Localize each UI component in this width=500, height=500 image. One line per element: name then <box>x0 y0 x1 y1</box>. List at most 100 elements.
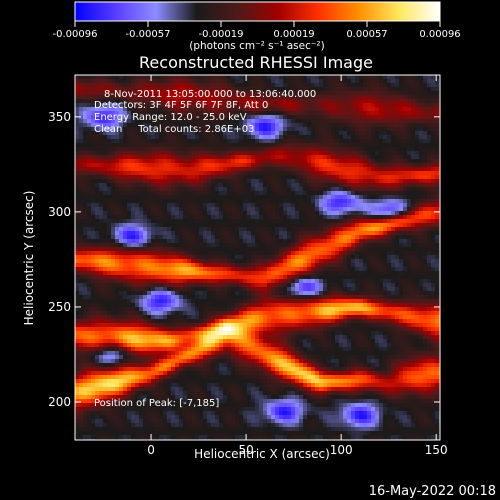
heatmap-cell <box>163 191 167 195</box>
heatmap-cell <box>275 87 279 91</box>
heatmap-cell <box>175 99 179 103</box>
heatmap-cell <box>147 267 151 271</box>
heatmap-cell <box>191 131 195 135</box>
heatmap-cell <box>275 167 279 171</box>
heatmap-cell <box>399 159 403 163</box>
heatmap-cell <box>367 99 371 103</box>
heatmap-cell <box>163 271 167 275</box>
heatmap-cell <box>171 135 175 139</box>
heatmap-cell <box>435 227 439 231</box>
heatmap-cell <box>87 167 91 171</box>
heatmap-cell <box>399 99 403 103</box>
heatmap-cell <box>103 175 107 179</box>
heatmap-cell <box>223 219 227 223</box>
heatmap-cell <box>155 183 159 187</box>
heatmap-cell <box>171 203 175 207</box>
heatmap-cell <box>391 103 395 107</box>
heatmap-cell <box>99 215 103 219</box>
heatmap-cell <box>239 167 243 171</box>
heatmap-cell <box>203 267 207 271</box>
heatmap-cell <box>375 175 379 179</box>
heatmap-cell <box>119 259 123 263</box>
heatmap-cell <box>227 155 231 159</box>
heatmap-cell <box>263 111 267 115</box>
heatmap-cell <box>435 99 439 103</box>
heatmap-cell <box>227 111 231 115</box>
heatmap-cell <box>143 215 147 219</box>
heatmap-cell <box>327 259 331 263</box>
heatmap-cell <box>307 191 311 195</box>
heatmap-cell <box>103 211 107 215</box>
heatmap-cell <box>415 75 419 79</box>
heatmap-cell <box>195 283 199 287</box>
heatmap-cell <box>247 231 251 235</box>
heatmap-cell <box>179 159 183 163</box>
heatmap-cell <box>299 287 303 291</box>
heatmap-cell <box>147 199 151 203</box>
heatmap-cell <box>211 183 215 187</box>
heatmap-cell <box>423 215 427 219</box>
heatmap-cell <box>95 291 99 295</box>
heatmap-cell <box>119 159 123 163</box>
heatmap-cell <box>103 279 107 283</box>
heatmap-cell <box>259 179 263 183</box>
heatmap-cell <box>427 87 431 91</box>
heatmap-cell <box>387 115 391 119</box>
heatmap-cell <box>295 191 299 195</box>
heatmap-cell <box>75 107 79 111</box>
heatmap-cell <box>431 239 435 243</box>
heatmap-cell <box>195 259 199 263</box>
heatmap-cell <box>79 83 83 87</box>
heatmap-cell <box>379 207 383 211</box>
heatmap-cell <box>331 195 335 199</box>
heatmap-cell <box>403 211 407 215</box>
heatmap-cell <box>319 95 323 99</box>
heatmap-cell <box>247 251 251 255</box>
heatmap-cell <box>167 255 171 259</box>
heatmap-cell <box>299 75 303 79</box>
heatmap-cell <box>307 179 311 183</box>
heatmap-cell <box>279 163 283 167</box>
heatmap-cell <box>259 95 263 99</box>
heatmap-cell <box>147 223 151 227</box>
heatmap-cell <box>171 111 175 115</box>
heatmap-cell <box>419 263 423 267</box>
heatmap-cell <box>323 163 327 167</box>
heatmap-cell <box>187 219 191 223</box>
heatmap-cell <box>411 247 415 251</box>
heatmap-cell <box>359 195 363 199</box>
heatmap-cell <box>267 107 271 111</box>
heatmap-cell <box>139 107 143 111</box>
heatmap-cell <box>243 283 247 287</box>
heatmap-cell <box>219 283 223 287</box>
heatmap-cell <box>391 219 395 223</box>
heatmap-cell <box>423 119 427 123</box>
heatmap-cell <box>171 251 175 255</box>
heatmap-cell <box>339 287 343 291</box>
heatmap-cell <box>119 151 123 155</box>
heatmap-cell <box>279 131 283 135</box>
heatmap-cell <box>295 203 299 207</box>
heatmap-cell <box>159 91 163 95</box>
heatmap-cell <box>167 207 171 211</box>
heatmap-cell <box>227 279 231 283</box>
heatmap-cell <box>363 95 367 99</box>
heatmap-cell <box>215 203 219 207</box>
heatmap-cell <box>271 115 275 119</box>
heatmap-cell <box>99 267 103 271</box>
heatmap-cell <box>399 239 403 243</box>
heatmap-cell <box>395 215 399 219</box>
heatmap-cell <box>387 203 391 207</box>
heatmap-cell <box>391 123 395 127</box>
heatmap-cell <box>203 223 207 227</box>
heatmap-cell <box>163 275 167 279</box>
heatmap-cell <box>179 195 183 199</box>
heatmap-cell <box>275 103 279 107</box>
heatmap-cell <box>95 143 99 147</box>
heatmap-cell <box>355 287 359 291</box>
heatmap-cell <box>191 219 195 223</box>
heatmap-cell <box>131 243 135 247</box>
heatmap-cell <box>103 191 107 195</box>
heatmap-cell <box>203 155 207 159</box>
heatmap-cell <box>139 275 143 279</box>
